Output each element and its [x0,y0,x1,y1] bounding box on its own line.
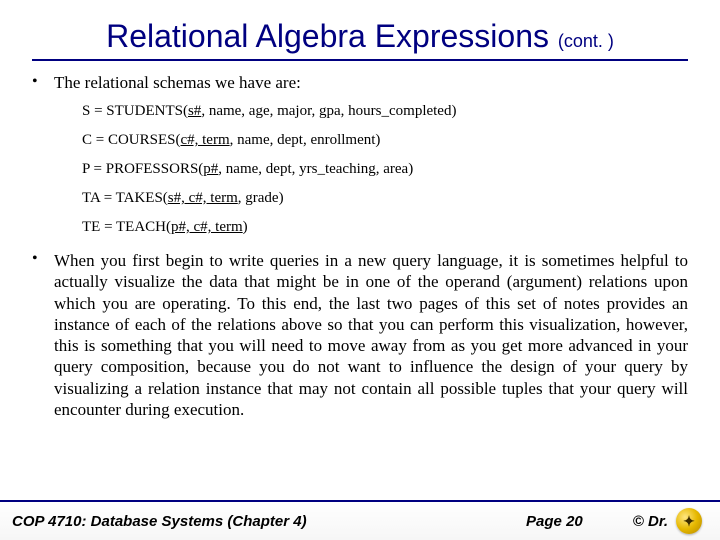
ucf-logo-icon: ✦ [676,508,702,534]
schema-te: TE = TEACH(p#, c#, term) [82,219,688,236]
schema-c-rest: , name, dept, enrollment) [230,132,381,148]
bullet-2-row: • When you first begin to write queries … [32,250,688,420]
schema-ta-key: s#, c#, term [168,190,238,206]
schema-s-rest: , name, age, major, gpa, hours_completed… [201,103,456,119]
schema-c-prefix: C = COURSES( [82,132,180,148]
schema-te-prefix: TE = TEACH( [82,219,171,235]
slide-container: Relational Algebra Expressions (cont. ) … [0,0,720,540]
title-rule [32,59,688,61]
bullet-1-text: The relational schemas we have are: [54,73,688,93]
schema-s-prefix: S = STUDENTS( [82,103,188,119]
schema-p: P = PROFESSORS(p#, name, dept, yrs_teach… [82,161,688,178]
footer-page: Page 20 [526,513,583,530]
schema-p-rest: , name, dept, yrs_teaching, area) [218,161,413,177]
schema-list: S = STUDENTS(s#, name, age, major, gpa, … [82,103,688,236]
schema-c-key: c#, term [180,132,229,148]
schema-ta: TA = TAKES(s#, c#, term, grade) [82,190,688,207]
schema-s-key: s# [188,103,201,119]
bullet-2-marker: • [32,250,54,268]
footer-copyright: © Dr. [633,513,668,530]
bullet-1-marker: • [32,73,54,91]
schema-p-prefix: P = PROFESSORS( [82,161,203,177]
schema-ta-rest: , grade) [238,190,284,206]
title-main: Relational Algebra Expressions [106,18,558,54]
slide-title: Relational Algebra Expressions (cont. ) [32,18,688,55]
bullet-2-text: When you first begin to write queries in… [54,250,688,420]
schema-ta-prefix: TA = TAKES( [82,190,168,206]
footer-course: COP 4710: Database Systems (Chapter 4) [12,513,526,530]
schema-s: S = STUDENTS(s#, name, age, major, gpa, … [82,103,688,120]
bullet-1-row: • The relational schemas we have are: [32,73,688,93]
schema-te-rest: ) [243,219,248,235]
schema-te-key: p#, c#, term [171,219,243,235]
title-cont: (cont. ) [558,31,614,51]
schema-p-key: p# [203,161,218,177]
schema-c: C = COURSES(c#, term, name, dept, enroll… [82,132,688,149]
slide-footer: COP 4710: Database Systems (Chapter 4) P… [0,500,720,540]
ucf-logo-glyph: ✦ [683,513,695,530]
